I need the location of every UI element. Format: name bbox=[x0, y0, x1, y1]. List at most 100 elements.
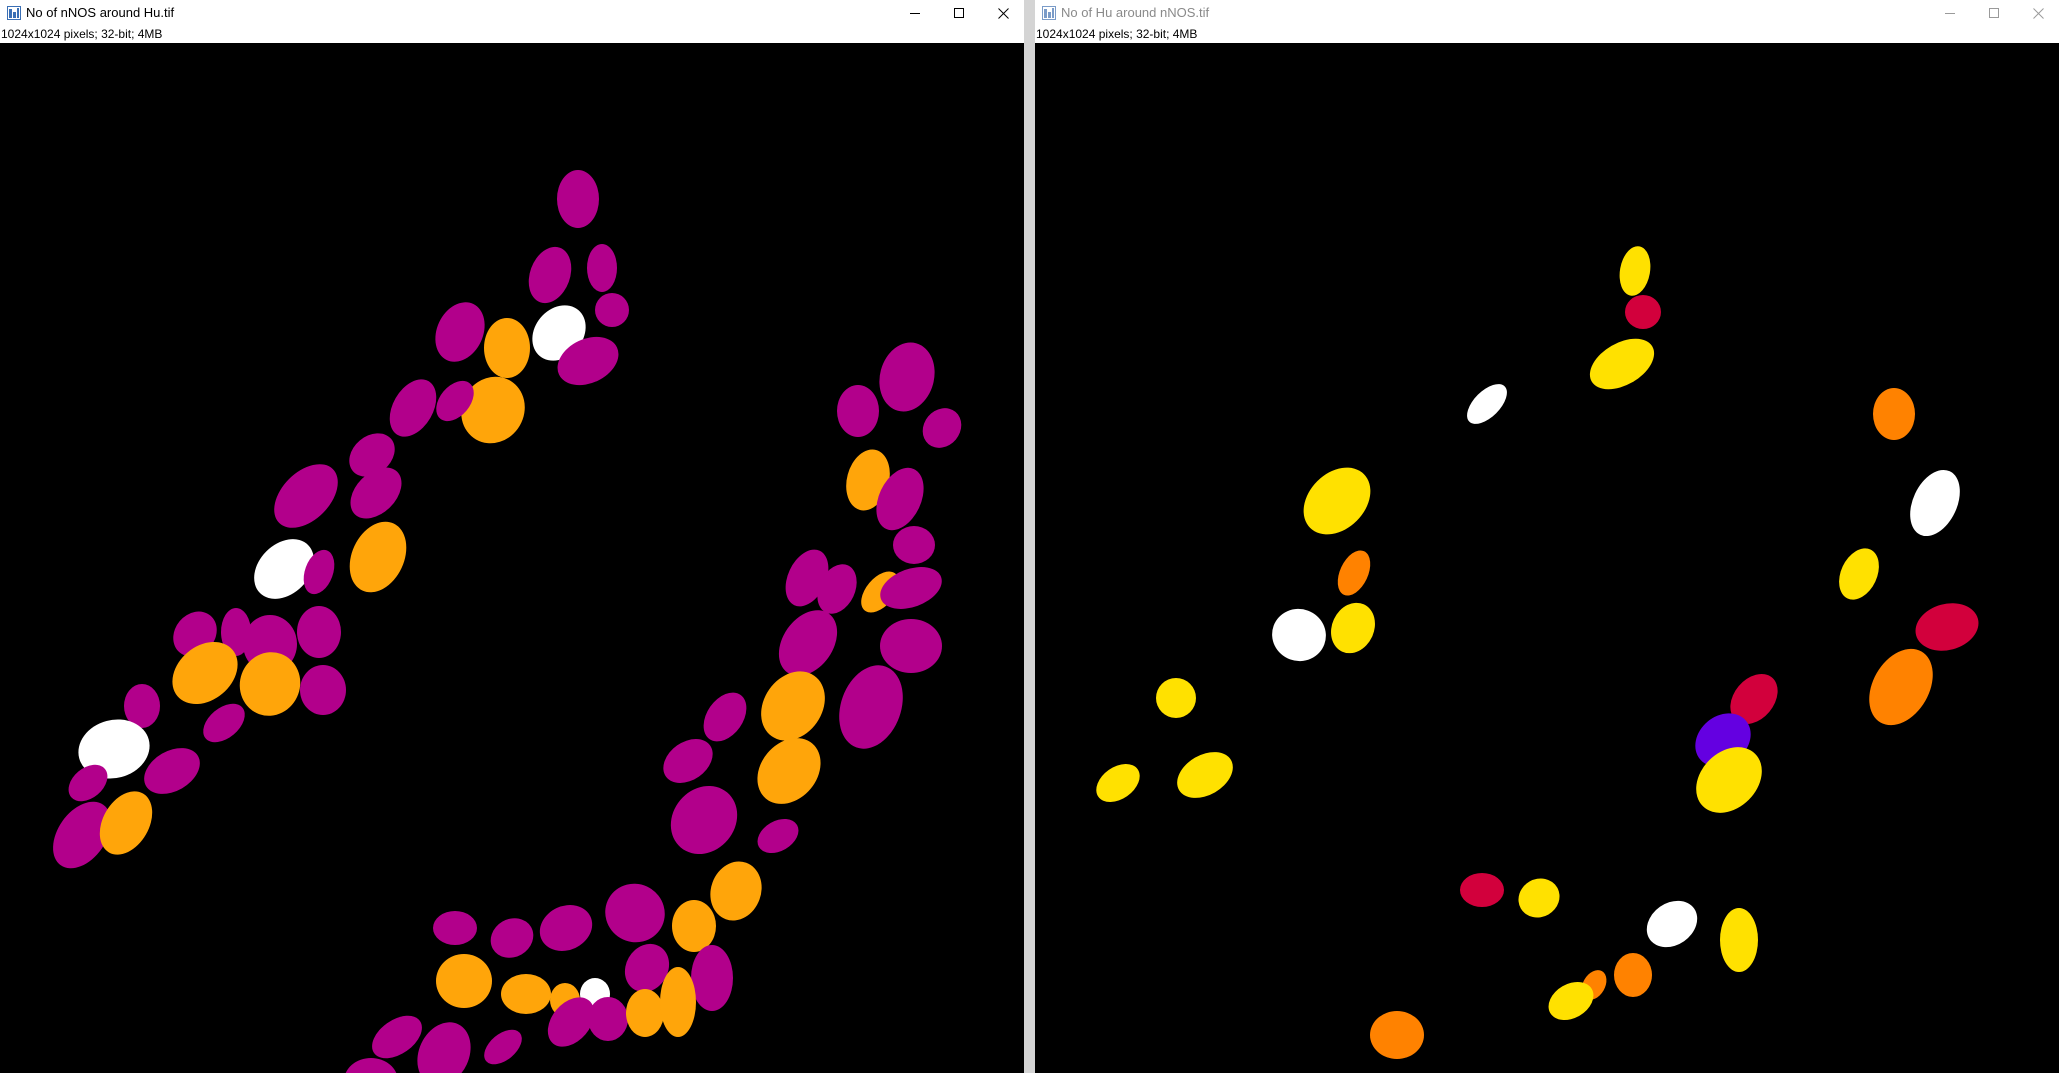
cell-blob bbox=[660, 967, 696, 1037]
cell-blob bbox=[922, 408, 962, 448]
cell-blob bbox=[839, 665, 903, 749]
cell-blob bbox=[1720, 908, 1758, 972]
cell-blob bbox=[528, 246, 572, 304]
window-title: No of nNOS around Hu.tif bbox=[26, 5, 175, 20]
cell-blob bbox=[53, 801, 111, 869]
cell-blob bbox=[1272, 608, 1326, 662]
cell-blob bbox=[757, 818, 799, 854]
cell-blob bbox=[588, 997, 628, 1041]
close-icon bbox=[2032, 7, 2044, 19]
imagej-image-icon bbox=[1042, 6, 1056, 20]
cell-blob bbox=[624, 943, 670, 993]
cell-blob bbox=[670, 785, 738, 855]
cell-blob bbox=[389, 379, 437, 437]
maximize-icon bbox=[1989, 8, 1999, 18]
cell-blob bbox=[254, 539, 314, 599]
minimize-icon bbox=[910, 13, 920, 14]
cell-blob bbox=[1548, 982, 1594, 1020]
cell-blob bbox=[461, 376, 525, 444]
close-button[interactable] bbox=[2016, 0, 2059, 26]
window-titlebar[interactable]: No of Hu around nNOS.tif bbox=[1035, 0, 2059, 26]
cell-blob bbox=[99, 791, 153, 855]
cell-blob bbox=[203, 703, 245, 743]
image-window-right[interactable]: No of Hu around nNOS.tif 1024x1024 pixel… bbox=[1035, 0, 2059, 1073]
cell-blob bbox=[501, 974, 551, 1014]
cell-blob bbox=[880, 619, 942, 673]
cell-blob bbox=[557, 336, 619, 386]
cell-blob bbox=[837, 385, 879, 437]
cell-blob bbox=[1096, 763, 1140, 803]
maximize-icon bbox=[954, 8, 964, 18]
imagej-image-icon bbox=[7, 6, 21, 20]
cell-blob bbox=[349, 521, 407, 593]
cell-blob bbox=[1646, 900, 1698, 948]
cell-blob bbox=[1873, 388, 1915, 440]
cell-blob bbox=[691, 945, 733, 1011]
close-icon bbox=[997, 7, 1009, 19]
cell-blob bbox=[349, 433, 395, 477]
cell-blob bbox=[1915, 603, 1979, 651]
cell-blob bbox=[436, 954, 492, 1008]
cell-blob bbox=[436, 380, 474, 422]
cell-blob bbox=[345, 1058, 397, 1073]
cell-blob bbox=[372, 1015, 422, 1059]
window-title: No of Hu around nNOS.tif bbox=[1061, 5, 1210, 20]
cell-blob bbox=[1730, 673, 1778, 725]
cell-blob bbox=[68, 764, 108, 802]
cell-blob bbox=[1156, 678, 1196, 718]
cell-blob bbox=[761, 671, 825, 741]
minimize-button[interactable] bbox=[1928, 0, 1972, 26]
cell-blob bbox=[1337, 550, 1371, 596]
cell-blob bbox=[239, 652, 301, 716]
cell-blob bbox=[1303, 467, 1371, 535]
cell-blob bbox=[172, 641, 238, 705]
cell-blob bbox=[710, 861, 762, 921]
cell-blob bbox=[1177, 752, 1233, 798]
cell-blob bbox=[547, 997, 595, 1047]
cell-blob bbox=[605, 883, 665, 943]
cell-blob bbox=[672, 900, 716, 952]
window-gap bbox=[1024, 0, 1035, 1073]
cell-blob bbox=[587, 244, 617, 292]
cell-blob bbox=[893, 526, 935, 564]
cell-blob bbox=[1518, 878, 1560, 918]
cell-blob bbox=[144, 748, 200, 794]
cell-blob bbox=[1869, 648, 1933, 726]
cell-blob bbox=[1696, 747, 1762, 813]
minimize-button[interactable] bbox=[893, 0, 937, 26]
maximize-button[interactable] bbox=[937, 0, 981, 26]
cell-blob bbox=[817, 564, 857, 614]
cell-blob bbox=[417, 1022, 471, 1073]
image-canvas[interactable] bbox=[1035, 43, 2059, 1073]
cell-blob bbox=[78, 719, 150, 779]
cell-blob bbox=[757, 738, 821, 804]
window-titlebar[interactable]: No of nNOS around Hu.tif bbox=[0, 0, 1024, 26]
cell-blob bbox=[1625, 295, 1661, 329]
cell-blob bbox=[557, 170, 599, 228]
cell-blob bbox=[300, 665, 346, 715]
image-canvas[interactable] bbox=[0, 43, 1024, 1073]
cell-blob bbox=[876, 467, 924, 531]
cell-blob bbox=[350, 467, 402, 519]
image-window-left[interactable]: No of nNOS around Hu.tif 1024x1024 pixel… bbox=[0, 0, 1024, 1073]
cell-blob bbox=[703, 692, 747, 742]
cell-blob bbox=[846, 449, 890, 511]
segmentation-image bbox=[1096, 246, 1979, 1059]
cell-blob bbox=[274, 464, 338, 528]
cell-blob bbox=[1370, 1011, 1424, 1059]
cell-blob bbox=[1910, 469, 1960, 537]
segmentation-image bbox=[53, 170, 962, 1073]
cell-blob bbox=[1467, 384, 1507, 424]
close-button[interactable] bbox=[981, 0, 1024, 26]
cell-blob bbox=[490, 918, 534, 958]
maximize-button[interactable] bbox=[1972, 0, 2016, 26]
cell-blob bbox=[1460, 873, 1504, 907]
cell-blob bbox=[484, 318, 530, 378]
cell-blob bbox=[1614, 953, 1652, 997]
cell-blob bbox=[1589, 338, 1655, 390]
cell-blob bbox=[880, 567, 942, 609]
cell-blob bbox=[1839, 548, 1879, 600]
cell-blob bbox=[484, 1029, 522, 1065]
cell-blob bbox=[879, 342, 935, 412]
cell-blob bbox=[539, 905, 593, 951]
